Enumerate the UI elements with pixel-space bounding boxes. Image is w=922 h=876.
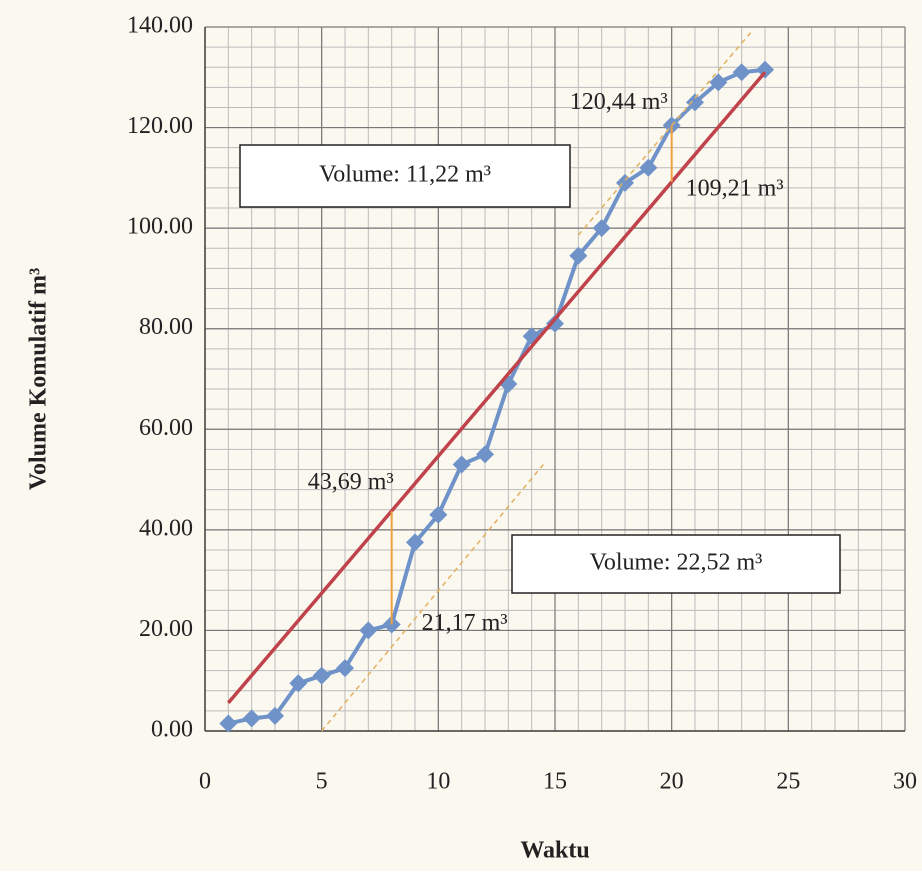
marker	[686, 93, 704, 112]
marker	[452, 455, 471, 474]
annotation: 21,17 m³	[422, 610, 508, 636]
marker	[616, 173, 634, 192]
marker	[429, 505, 448, 524]
marker	[732, 63, 751, 82]
marker	[359, 621, 378, 640]
annotation: 43,69 m³	[308, 469, 394, 495]
marker	[569, 246, 588, 265]
x-tick-label: 10	[426, 769, 450, 795]
annotation-box-text: Volume: 11,22 m³	[319, 162, 491, 188]
y-tick-label: 0.00	[151, 717, 193, 743]
marker	[242, 709, 261, 728]
series-line	[321, 464, 544, 732]
y-tick-label: 120.00	[127, 113, 193, 139]
annotation-box	[239, 144, 571, 208]
marker	[709, 73, 728, 92]
x-tick-label: 30	[893, 769, 917, 795]
series-line	[227, 71, 767, 704]
marker	[289, 674, 308, 693]
marker	[639, 158, 658, 177]
marker	[266, 706, 284, 725]
y-tick-label: 100.00	[127, 214, 193, 240]
marker	[219, 714, 238, 733]
y-tick-label: 60.00	[139, 415, 193, 441]
y-tick-label: 80.00	[139, 314, 193, 340]
y-axis-label: Volume Komulatif m³	[26, 268, 52, 490]
annotation: 109,21 m³	[686, 175, 784, 201]
y-tick-label: 140.00	[127, 13, 193, 39]
marker	[336, 659, 354, 678]
marker	[546, 314, 564, 333]
x-tick-label: 20	[660, 769, 684, 795]
x-axis-label: Waktu	[520, 838, 589, 864]
marker	[406, 533, 424, 552]
x-tick-label: 0	[199, 769, 211, 795]
x-tick-label: 5	[316, 769, 328, 795]
marker	[476, 445, 494, 464]
marker	[756, 60, 774, 79]
marker	[592, 219, 611, 238]
y-tick-label: 40.00	[139, 515, 193, 541]
series-line	[577, 29, 754, 236]
marker	[312, 666, 331, 685]
annotation: 120,44 m³	[570, 89, 668, 115]
x-tick-label: 15	[543, 769, 567, 795]
x-tick-label: 25	[776, 769, 800, 795]
annotation-box-text: Volume: 22,52 m³	[590, 550, 763, 576]
annotation-box	[511, 534, 841, 594]
y-tick-label: 20.00	[139, 616, 193, 642]
